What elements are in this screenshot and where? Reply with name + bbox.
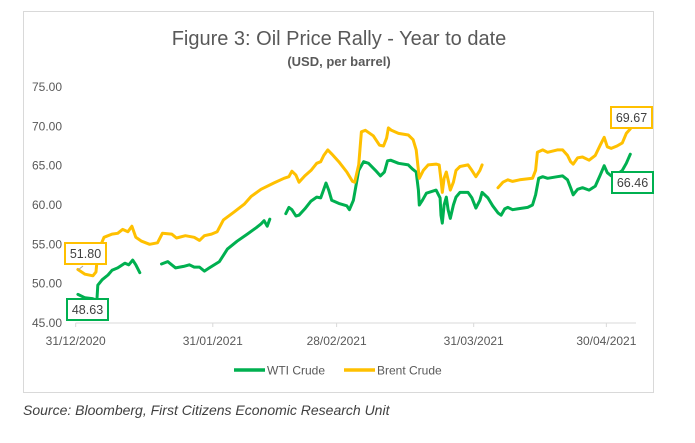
- series-lines: [76, 126, 632, 302]
- data-label: 69.67: [616, 111, 647, 125]
- series-line-wti: [76, 258, 142, 302]
- data-label: 66.46: [617, 176, 648, 190]
- x-tick-label: 31/03/2021: [444, 334, 504, 348]
- data-label-box: [64, 242, 107, 265]
- x-tick-label: 28/02/2021: [307, 334, 367, 348]
- data-label-box: [610, 106, 653, 129]
- data-label: 51.80: [70, 247, 101, 261]
- data-label-box: [611, 171, 654, 194]
- y-axis: 75.00 70.00 65.00 60.00 55.00 50.00 45.00: [32, 80, 62, 330]
- y-tick-label: 45.00: [32, 316, 62, 330]
- y-tick-label: 75.00: [32, 80, 62, 94]
- data-labels: 48.63 66.46 51.80 69.67: [64, 106, 654, 321]
- y-tick-label: 70.00: [32, 119, 62, 133]
- y-tick-label: 50.00: [32, 277, 62, 291]
- x-axis: 31/12/2020 31/01/2021 28/02/2021 31/03/2021…: [46, 323, 637, 348]
- series-line-brent: [496, 127, 632, 190]
- y-tick-label: 65.00: [32, 159, 62, 173]
- legend: WTI Crude Brent Crude: [234, 364, 442, 378]
- series-line-wti: [160, 217, 272, 273]
- x-tick-label: 31/01/2021: [183, 334, 243, 348]
- data-label-box: [66, 298, 109, 321]
- chart-title: Figure 3: Oil Price Rally - Year to date: [172, 28, 507, 50]
- y-tick-label: 55.00: [32, 237, 62, 251]
- legend-label-brent: Brent Crude: [377, 364, 442, 378]
- chart-subtitle: (USD, per barrel): [287, 54, 390, 69]
- source-note: Source: Bloomberg, First Citizens Econom…: [23, 402, 390, 418]
- legend-label-wti: WTI Crude: [267, 364, 325, 378]
- label-leader-line: [77, 265, 84, 271]
- y-tick-label: 60.00: [32, 198, 62, 212]
- data-label: 48.63: [72, 303, 103, 317]
- x-tick-label: 30/04/2021: [576, 334, 636, 348]
- series-line-brent: [76, 126, 484, 278]
- x-tick-label: 31/12/2020: [46, 334, 106, 348]
- series-line-wti: [284, 152, 632, 225]
